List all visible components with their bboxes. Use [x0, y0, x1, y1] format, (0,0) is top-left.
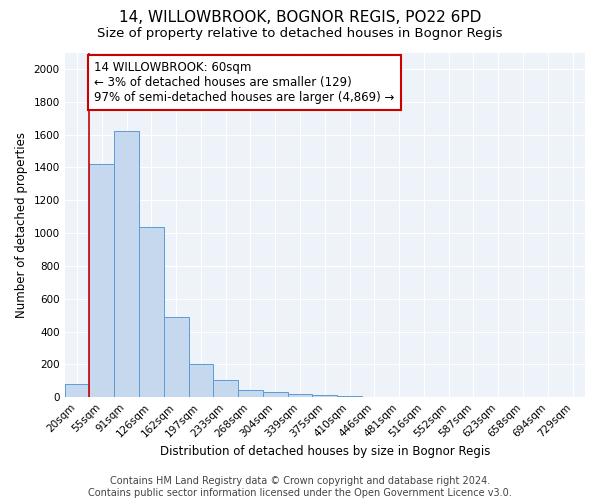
Text: 14, WILLOWBROOK, BOGNOR REGIS, PO22 6PD: 14, WILLOWBROOK, BOGNOR REGIS, PO22 6PD [119, 10, 481, 25]
Bar [337, 396, 362, 397]
X-axis label: Distribution of detached houses by size in Bognor Regis: Distribution of detached houses by size … [160, 444, 490, 458]
Text: Contains HM Land Registry data © Crown copyright and database right 2024.
Contai: Contains HM Land Registry data © Crown c… [88, 476, 512, 498]
Bar [65, 384, 89, 397]
Bar [114, 132, 139, 397]
Text: 14 WILLOWBROOK: 60sqm
← 3% of detached houses are smaller (129)
97% of semi-deta: 14 WILLOWBROOK: 60sqm ← 3% of detached h… [94, 60, 395, 104]
Bar [164, 317, 188, 397]
Y-axis label: Number of detached properties: Number of detached properties [15, 132, 28, 318]
Text: Size of property relative to detached houses in Bognor Regis: Size of property relative to detached ho… [97, 28, 503, 40]
Bar [214, 380, 238, 397]
Bar [263, 392, 287, 397]
Bar [313, 395, 337, 397]
Bar [238, 390, 263, 397]
Bar [139, 226, 164, 397]
Bar [188, 364, 214, 397]
Bar [89, 164, 114, 397]
Bar [287, 394, 313, 397]
